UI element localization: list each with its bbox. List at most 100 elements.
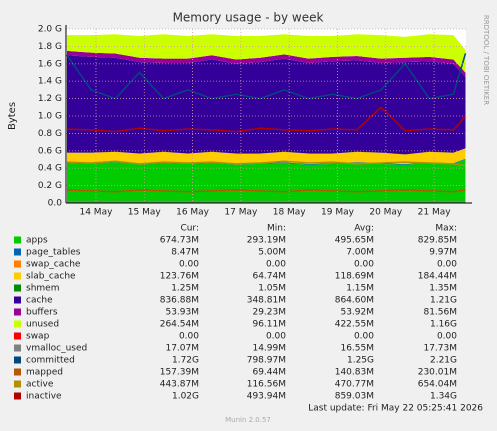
line-series (66, 106, 467, 133)
legend-stat: 17.73M (423, 344, 457, 354)
side-label: RRDTOOL / TOBI OETIKER (482, 15, 490, 105)
y-tick-label: 2.0 G (38, 25, 62, 35)
x-tick-label: 20 May (369, 208, 403, 218)
legend-stat: 264.54M (160, 320, 199, 330)
x-tick-label: 21 May (418, 208, 452, 218)
legend-stat: 493.94M (247, 392, 286, 402)
legend-stat: 157.39M (160, 368, 199, 378)
legend-stat: 1.02G (172, 392, 199, 402)
legend-stat: 422.55M (335, 320, 374, 330)
legend-label: committed (26, 356, 75, 366)
legend-stat: 140.83M (335, 368, 374, 378)
chart-title: Memory usage - by week (173, 11, 324, 25)
legend-stat: 29.23M (252, 308, 286, 318)
lines (66, 53, 467, 203)
y-tick-label: 1.8 G (38, 42, 62, 52)
y-tick-label: 1.2 G (38, 94, 62, 104)
legend-swatch (14, 344, 21, 352)
legend-stat: 184.44M (418, 272, 457, 282)
y-axis-label: Bytes (7, 102, 18, 130)
area-series (66, 34, 466, 73)
y-tick-label: 0.6 G (38, 146, 62, 156)
legend-label: apps (26, 236, 48, 246)
legend-label: vmalloc_used (26, 344, 87, 354)
legend-swatch (14, 272, 21, 280)
legend-swatch (14, 380, 21, 388)
legend-swatch (14, 296, 21, 304)
legend-label: active (26, 380, 54, 390)
legend-label: swap_cache (26, 260, 81, 270)
legend-stat: 0.00 (437, 332, 457, 342)
line-series (66, 160, 466, 167)
legend-stat: 829.85M (418, 236, 457, 246)
x-tick-label: 17 May (224, 208, 258, 218)
x-tick-label: 16 May (176, 208, 210, 218)
legend-stat: 654.04M (418, 380, 457, 390)
y-tick-label: 0.8 G (38, 129, 62, 139)
legend-stat: 7.00M (346, 248, 374, 258)
legend-stat: 293.19M (247, 236, 286, 246)
legend-stat: 9.97M (429, 248, 457, 258)
legend-stat: 470.77M (335, 380, 374, 390)
legend-label: unused (26, 320, 59, 330)
legend-stat: 1.72G (172, 356, 199, 366)
x-tick-label: 18 May (273, 208, 307, 218)
y-tick-label: 1.6 G (38, 59, 62, 69)
legend-stat: 0.00 (266, 332, 286, 342)
legend-label: inactive (26, 392, 62, 402)
legend-stat: 53.92M (340, 308, 374, 318)
footer: Last update: Fri May 22 05:25:41 2026 (308, 404, 483, 414)
legend-label: swap (26, 332, 50, 342)
legend-stat: 116.56M (247, 380, 286, 390)
legend-swatch (14, 260, 21, 268)
legend-label: page_tables (26, 248, 81, 258)
line-series (66, 189, 466, 193)
legend-stat: 5.00M (258, 248, 286, 258)
legend-swatch (14, 368, 21, 376)
legend-label: slab_cache (26, 272, 76, 282)
legend-stat: 495.65M (335, 236, 374, 246)
legend-stat: 0.00 (354, 260, 374, 270)
legend-stat: 69.44M (252, 368, 286, 378)
legend-stat: 2.21G (430, 356, 457, 366)
y-tick-label: 0.0 (48, 199, 63, 209)
legend-label: buffers (26, 308, 58, 318)
legend-swatch (14, 236, 21, 244)
legend-stat: 443.87M (160, 380, 199, 390)
legend-label: cache (26, 296, 53, 306)
legend-stat: 16.55M (340, 344, 374, 354)
legend-stat: 864.60M (335, 296, 374, 306)
legend-stat: 81.56M (423, 308, 457, 318)
legend-stat: 0.00 (179, 260, 199, 270)
legend-stat: 1.25G (347, 356, 374, 366)
legend-stat: 0.00 (437, 260, 457, 270)
legend-swatch (14, 320, 21, 328)
legend-stat: 96.11M (252, 320, 286, 330)
legend-stat: 1.05M (258, 284, 286, 294)
legend-header: Min: (267, 224, 286, 234)
legend-stat: 0.00 (266, 260, 286, 270)
legend-header: Avg: (354, 224, 374, 234)
legend-stat: 798.97M (247, 356, 286, 366)
legend-stat: 1.34G (430, 392, 457, 402)
line-series (66, 53, 467, 100)
legend-stat: 836.88M (160, 296, 199, 306)
legend-swatch (14, 392, 21, 400)
y-tick-label: 1.0 G (38, 112, 62, 122)
legend-stat: 348.81M (247, 296, 286, 306)
legend-stat: 1.15M (346, 284, 374, 294)
legend-stat: 1.16G (430, 320, 457, 330)
credit: Munin 2.0.57 (225, 416, 271, 424)
y-tick-label: 0.4 G (38, 164, 62, 174)
legend-stat: 230.01M (418, 368, 457, 378)
legend-swatch (14, 308, 21, 316)
area-series (66, 50, 466, 77)
x-tick-label: 14 May (79, 208, 113, 218)
legend-swatch (14, 248, 21, 256)
y-tick-label: 1.4 G (38, 77, 62, 87)
legend-stat: 118.69M (335, 272, 374, 282)
legend-stat: 0.00 (179, 332, 199, 342)
legend-stat: 123.76M (160, 272, 199, 282)
legend-header: Cur: (180, 224, 199, 234)
